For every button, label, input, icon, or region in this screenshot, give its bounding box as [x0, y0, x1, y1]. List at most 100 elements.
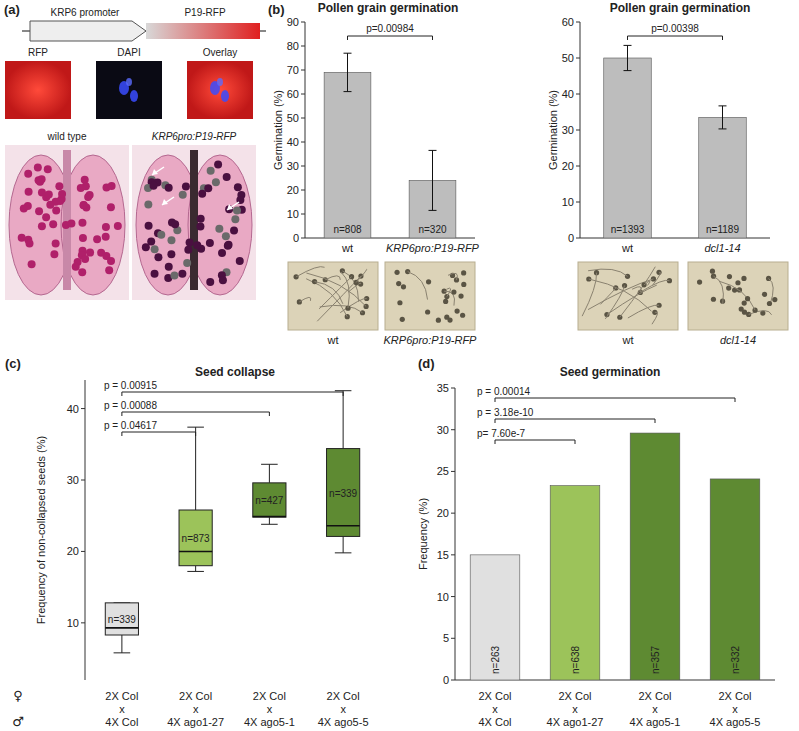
pollen-grain — [186, 239, 194, 247]
x-tick-label: 4X ago5-1 — [630, 716, 681, 728]
image-caption: dcl1-14 — [720, 334, 756, 346]
pollen-grain — [81, 255, 89, 263]
plot-marks — [604, 45, 747, 238]
anther-label: KRP6pro:P19-RFP — [152, 131, 237, 142]
chart-title: Seed collapse — [195, 365, 275, 379]
pollen-grain — [24, 202, 32, 210]
pollen-grain — [147, 237, 155, 245]
channel-label: DAPI — [117, 47, 140, 58]
pollen-grain — [52, 240, 60, 248]
arrow-head — [152, 169, 158, 175]
arrow — [162, 197, 174, 205]
n-label: n=332 — [730, 645, 741, 674]
y-axis — [85, 380, 86, 680]
pollen-grain — [167, 236, 175, 244]
pollen-grain — [171, 220, 179, 228]
pollen-grain — [455, 309, 460, 314]
pollen-tube — [317, 276, 361, 321]
cross-label: x — [492, 703, 498, 715]
y-tick — [301, 190, 305, 191]
image-caption: KRP6pro:P19-RFP — [384, 334, 478, 346]
pollen-grain — [443, 299, 448, 304]
pollen-grain — [50, 250, 58, 258]
pollen-grain — [218, 249, 226, 257]
pollen-tube — [299, 297, 310, 302]
x-tick-label: 4X ago1-27 — [547, 716, 604, 728]
image-caption: wt — [327, 334, 339, 346]
pollen-grain — [206, 239, 214, 247]
bar — [324, 72, 371, 238]
construct-label: KRP6 promoter — [51, 7, 121, 18]
pollen-grain — [46, 201, 54, 209]
error-cap — [719, 128, 727, 129]
x-tick-label: 4X ago5-1 — [244, 716, 295, 728]
error-bar — [344, 53, 352, 91]
y-axis — [455, 388, 456, 680]
pollen-grain — [44, 165, 52, 173]
micrograph — [288, 262, 378, 330]
significance-bracket — [122, 432, 196, 436]
pollen-grain — [150, 182, 158, 190]
y-tick-label: 50 — [562, 52, 574, 64]
bracket-end — [495, 419, 496, 423]
n-label: n=873 — [182, 533, 211, 544]
pollen-grain — [207, 167, 215, 175]
y-tick — [576, 58, 580, 59]
x-tick-label: dcl1-14 — [704, 242, 740, 254]
n-label: n=339 — [329, 488, 358, 499]
pollen-grain — [396, 281, 401, 286]
cross-label: x — [732, 703, 738, 715]
female-label: 2X Col — [558, 690, 591, 702]
channel-label: RFP — [28, 47, 48, 58]
pollen-tube — [607, 285, 657, 315]
pollen-grain — [401, 284, 406, 289]
y-tick-label: 20 — [67, 545, 79, 557]
pollen-grain — [102, 233, 110, 241]
n-label: n=1189 — [706, 224, 739, 235]
error-cap — [344, 91, 352, 92]
pollen-grain — [24, 170, 32, 178]
micrograph — [578, 262, 678, 330]
bracket-end — [432, 36, 433, 40]
y-axis-label: Germination (%) — [547, 90, 559, 170]
pollen-grain — [80, 201, 88, 209]
bar — [630, 433, 680, 680]
y-tick-label: 0 — [293, 232, 299, 244]
pollen-grain — [78, 268, 86, 276]
chart-title: Pollen grain germination — [610, 1, 751, 15]
figure: (a)KRP6 promoterP19-RFPRFPDAPIOverlaywil… — [0, 0, 799, 731]
pollen-grain — [178, 270, 186, 278]
panel-label: (a) — [4, 2, 20, 17]
whisker-cap — [187, 427, 204, 428]
y-tick — [301, 118, 305, 119]
error-cap — [429, 150, 437, 151]
pollen-grain — [55, 182, 63, 190]
p-value: p = 0.00014 — [477, 386, 531, 397]
x-tick-label: KRP6pro:P19-RFP — [386, 242, 480, 254]
bracket-end — [121, 432, 122, 436]
cross-label: x — [193, 703, 199, 715]
y-tick-label: 30 — [287, 160, 299, 172]
y-tick-label: 30 — [437, 424, 449, 436]
y-tick-label: 30 — [67, 474, 79, 486]
y-tick — [576, 94, 580, 95]
pollen-grain — [772, 297, 777, 302]
panel-label: (c) — [5, 356, 21, 371]
channel-label: Overlay — [203, 47, 237, 58]
pollen-grain — [77, 184, 85, 192]
pollen-grain — [447, 317, 452, 322]
box — [253, 483, 286, 517]
pollen-grain — [93, 235, 101, 243]
micrograph — [5, 145, 129, 300]
y-tick — [451, 388, 455, 389]
panel-label: (d) — [418, 356, 435, 371]
y-tick — [576, 238, 580, 239]
female-label: 2X Col — [718, 690, 751, 702]
pollen-grain — [726, 285, 731, 290]
error-bar — [719, 106, 727, 129]
p-value: p = 0.00915 — [104, 380, 158, 391]
x-tick-label: 4X ago1-27 — [167, 716, 224, 728]
p-value: p = 0.04617 — [104, 420, 158, 431]
pollen-grain — [34, 163, 42, 171]
pollen-grain — [397, 300, 402, 305]
